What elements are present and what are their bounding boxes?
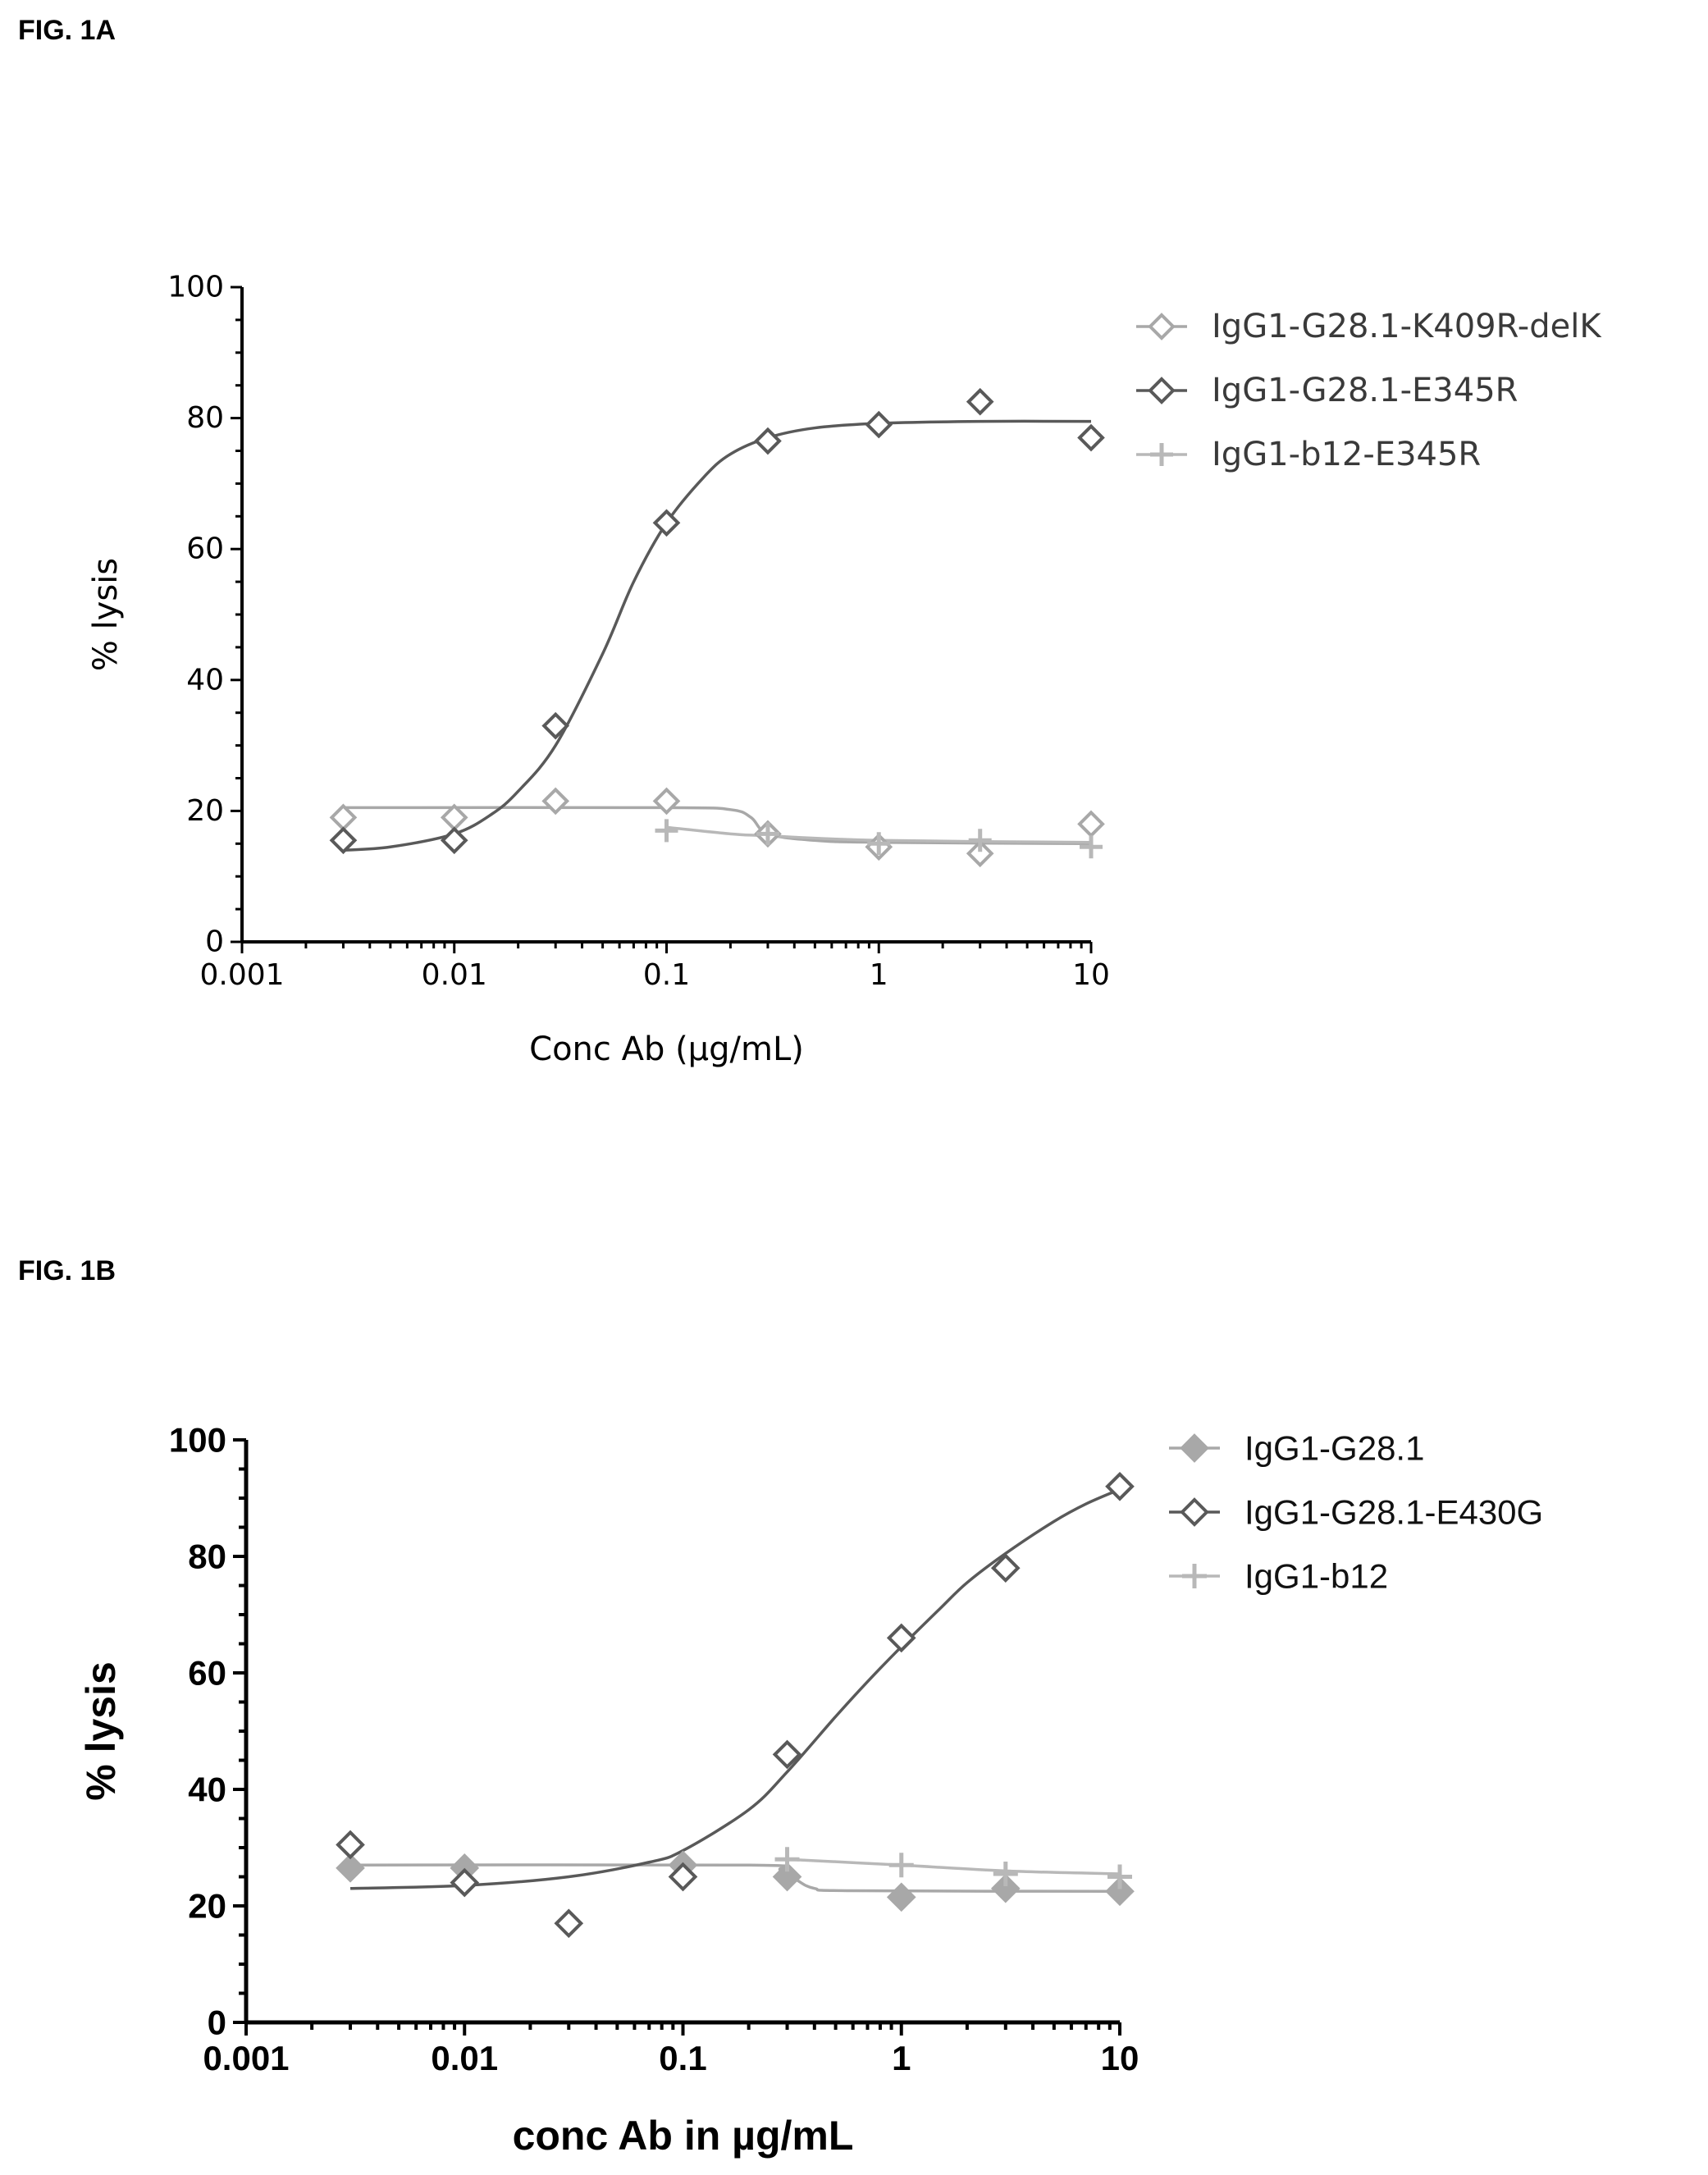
data-point-series-1 <box>329 826 358 855</box>
y-tick-label: 20 <box>188 1887 226 1926</box>
fit-curve-series-1 <box>343 419 1092 852</box>
x-axis-title: conc Ab in µg/mL <box>513 2113 854 2159</box>
x-tick-label: 10 <box>1101 2039 1139 2077</box>
data-point-series-0 <box>440 803 468 832</box>
x-tick-label: 0.001 <box>203 2039 289 2077</box>
data-point-series-1 <box>554 1908 584 1939</box>
data-point-series-1 <box>865 410 893 439</box>
legend-marker-series-1 <box>1148 377 1176 404</box>
data-point-series-1 <box>772 1739 802 1770</box>
data-point-series-2 <box>756 822 779 846</box>
chart-a: 0 20 40 60 80 100 0.001 0.01 0.1 1 10 Conc Ab (µg/m… <box>87 271 1602 1069</box>
x-tick-label: 0.01 <box>422 958 487 992</box>
fit-curve-series-0 <box>343 806 1092 846</box>
y-tick-label: 20 <box>186 794 224 828</box>
data-point-series-0 <box>1105 1876 1135 1907</box>
x-tick-label: 1 <box>892 2039 911 2077</box>
data-point-series-2 <box>968 829 992 852</box>
y-tick-label: 100 <box>169 1421 226 1460</box>
fit-curve-series-2 <box>787 1857 1121 1876</box>
y-axis-title: % lysis <box>78 1661 124 1801</box>
x-tick-label: 0.01 <box>431 2039 498 2077</box>
data-point-series-2 <box>655 819 678 843</box>
y-tick-label: 60 <box>188 1654 226 1693</box>
data-point-series-0 <box>990 1873 1021 1903</box>
data-point-series-1 <box>1077 423 1105 452</box>
x-axis-title: Conc Ab (µg/mL) <box>529 1030 804 1068</box>
data-point-series-1 <box>450 1867 480 1898</box>
legend-label-series-0: IgG1-G28.1-K409R-delK <box>1212 308 1602 345</box>
y-tick-label: 80 <box>186 401 224 435</box>
data-point-series-1 <box>652 509 681 537</box>
x-tick-label: 0.1 <box>659 2039 706 2077</box>
figure-1b-label: FIG. 1B <box>18 1255 116 1286</box>
legend-label-series-0: IgG1-G28.1 <box>1244 1429 1424 1468</box>
data-point-series-1 <box>541 711 570 740</box>
legend-label-series-2: IgG1-b12-E345R <box>1212 436 1481 473</box>
data-point-series-2 <box>888 1853 914 1878</box>
y-tick-label: 60 <box>186 532 224 566</box>
legend-label-series-2: IgG1-b12 <box>1244 1557 1388 1596</box>
x-tick-label: 10 <box>1072 958 1110 992</box>
x-tick-label: 1 <box>870 958 888 992</box>
y-tick-label: 100 <box>167 271 224 304</box>
data-point-series-1 <box>668 1862 698 1892</box>
y-tick-label: 0 <box>205 925 224 959</box>
legend-label-series-1: IgG1-G28.1-E430G <box>1244 1493 1543 1532</box>
y-tick-label: 80 <box>188 1538 226 1576</box>
data-point-series-1 <box>754 427 782 455</box>
data-point-series-0 <box>336 1853 365 1883</box>
data-point-series-1 <box>886 1623 916 1653</box>
data-point-series-2 <box>993 1861 1018 1886</box>
data-point-series-0 <box>886 1882 916 1912</box>
y-tick-label: 40 <box>188 1771 226 1809</box>
legend-marker-series-1 <box>1180 1497 1209 1527</box>
figure-1a-label: FIG. 1A <box>18 15 116 46</box>
x-tick-label: 0.1 <box>643 958 690 992</box>
legend-marker-series-0 <box>1148 313 1176 340</box>
legend-marker-series-0 <box>1180 1433 1209 1463</box>
data-point-series-1 <box>440 826 468 855</box>
data-point-series-2 <box>774 1847 800 1872</box>
legend-label-series-1: IgG1-G28.1-E345R <box>1212 372 1518 409</box>
data-point-series-0 <box>1077 810 1105 838</box>
legend-marker-series-2 <box>1150 443 1173 466</box>
chart-b: 0 20 40 60 80 100 0.001 0.01 0.1 1 10 conc Ab in µg… <box>78 1421 1543 2159</box>
data-point-series-2 <box>1080 835 1103 859</box>
y-tick-label: 0 <box>208 2004 226 2042</box>
y-tick-label: 40 <box>186 663 224 697</box>
fit-curve-series-1 <box>349 1487 1121 1890</box>
data-point-series-1 <box>336 1830 365 1860</box>
data-point-series-2 <box>1107 1864 1132 1889</box>
data-point-series-2 <box>867 832 891 856</box>
x-tick-label: 0.001 <box>199 958 284 992</box>
fit-curve-series-2 <box>666 825 1092 844</box>
y-axis-title: % lysis <box>87 558 125 671</box>
legend-marker-series-2 <box>1182 1564 1207 1588</box>
data-point-series-0 <box>329 803 358 832</box>
data-point-series-1 <box>1105 1471 1135 1501</box>
data-point-series-0 <box>772 1862 802 1892</box>
data-point-series-0 <box>541 787 570 816</box>
data-point-series-1 <box>966 387 994 416</box>
data-point-series-0 <box>966 839 994 868</box>
data-point-series-0 <box>652 787 681 816</box>
data-point-series-1 <box>990 1553 1021 1583</box>
